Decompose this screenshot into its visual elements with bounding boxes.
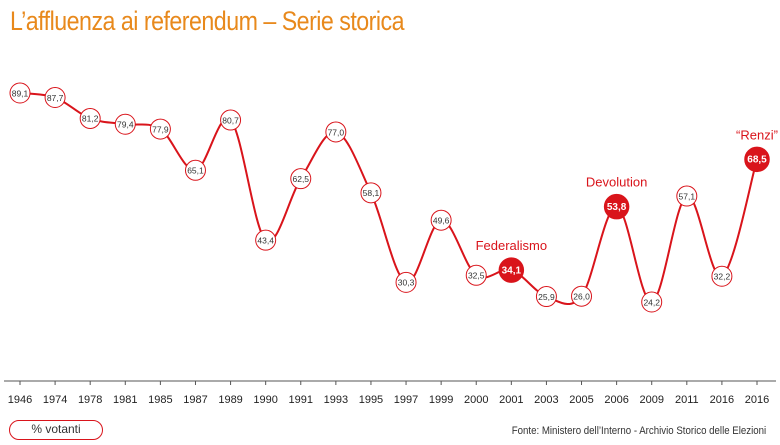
data-label: 79,4 [117,120,134,130]
data-marker [255,229,277,251]
data-label: 89,1 [12,88,29,98]
data-label: 24,2 [643,297,660,307]
data-marker [430,209,452,231]
data-label: 87,7 [47,93,64,103]
data-marker [290,168,312,190]
data-marker [114,113,136,135]
data-marker [149,118,171,140]
x-tick-label: 1987 [183,394,207,406]
data-marker [465,264,487,286]
annotation-label: Federalismo [476,238,548,253]
data-label: 62,5 [292,174,309,184]
legend-votanti: % votanti [9,420,103,440]
data-marker [184,159,206,181]
annotation-label: Devolution [586,175,647,190]
data-label: 58,1 [363,188,380,198]
highlight-marker [498,257,525,283]
x-tick-label: 2016 [745,394,769,406]
x-tick-label: 2011 [675,394,699,406]
data-marker [220,109,242,131]
data-marker [79,107,101,129]
data-marker [535,286,557,308]
x-tick-label: 2003 [534,394,558,406]
x-tick-label: 1985 [148,394,172,406]
x-tick-label: 2001 [499,394,523,406]
data-label: 25,9 [538,292,555,302]
x-tick-label: 2005 [569,394,593,406]
x-tick-label: 1989 [218,394,242,406]
x-tick-label: 1981 [113,394,137,406]
data-marker [395,271,417,293]
annotation-label: “Renzi” [736,127,778,142]
data-label: 30,3 [398,278,415,288]
data-marker [641,291,663,313]
data-label: 80,7 [222,115,239,125]
data-label: 57,1 [679,191,696,201]
highlight-marker [744,146,770,173]
data-marker [325,121,347,143]
source-note: Fonte: Ministero dell’Interno - Archivio… [511,425,766,437]
x-tick-label: 1991 [289,394,313,406]
data-marker [676,185,698,207]
data-label: 26,0 [573,292,590,302]
data-marker [360,182,382,204]
x-tick-label: 1978 [78,394,102,406]
x-tick-label: 1993 [324,394,348,406]
data-marker [9,82,31,104]
data-label: 53,8 [607,202,627,213]
x-tick-label: 2000 [464,394,488,406]
x-tick-label: 1999 [429,394,453,406]
data-label: 43,4 [257,235,274,245]
data-label: 32,2 [714,272,731,282]
x-tick-label: 1990 [253,394,277,406]
x-tick-label: 1997 [394,394,418,406]
data-marker [711,265,733,287]
data-marker [571,285,593,307]
highlight-marker [603,193,630,220]
x-tick-label: 2009 [639,394,663,406]
x-tick-label: 1974 [43,394,67,406]
data-marker [44,87,66,109]
data-label: 81,2 [82,114,99,124]
x-tick-label: 1946 [8,394,32,406]
data-label: 68,5 [747,155,767,166]
data-label: 32,5 [468,271,485,281]
data-label: 77,0 [328,127,345,137]
x-tick-label: 1995 [359,394,383,406]
chart-title: L’affluenza ai referendum – Serie storic… [10,6,405,36]
x-tick-label: 2006 [604,394,628,406]
data-label: 49,6 [433,216,450,226]
data-label: 65,1 [187,166,204,176]
x-tick-label: 2016 [710,394,734,406]
data-label: 77,9 [152,124,169,134]
data-label: 34,1 [502,265,522,276]
